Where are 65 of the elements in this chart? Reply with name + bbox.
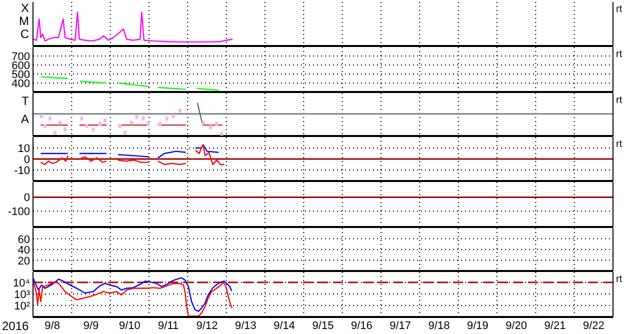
x-tick-label: 9/9 xyxy=(83,320,99,332)
y-tick-label: 0 xyxy=(24,154,30,166)
point xyxy=(220,132,224,136)
point xyxy=(54,130,57,135)
text: A xyxy=(20,112,29,126)
x-tick-label: 9/14 xyxy=(274,320,296,332)
x-tick-label: 9/22 xyxy=(582,320,604,332)
point xyxy=(118,124,122,128)
text: M xyxy=(19,14,29,28)
point xyxy=(80,116,84,120)
x-tick-label: 9/13 xyxy=(234,320,256,332)
point xyxy=(58,120,62,125)
text: rt xyxy=(616,139,622,150)
x-tick-label: 9/12 xyxy=(196,320,218,332)
point xyxy=(124,130,127,135)
point xyxy=(172,114,175,118)
point xyxy=(92,127,95,132)
x-tick-label: 9/15 xyxy=(312,320,334,332)
point xyxy=(130,120,134,125)
text: rt xyxy=(616,95,622,106)
y-tick-label: -10 xyxy=(14,165,30,177)
point xyxy=(202,120,206,125)
text: rt xyxy=(616,274,622,285)
point xyxy=(85,124,88,128)
text: X xyxy=(20,1,29,15)
point xyxy=(64,127,67,132)
text: T xyxy=(22,94,29,108)
point xyxy=(165,116,168,120)
y-tick-label: 400 xyxy=(12,78,30,90)
point xyxy=(142,116,145,120)
point xyxy=(178,108,182,113)
point xyxy=(40,114,44,118)
x-tick-label: 9/10 xyxy=(118,320,140,332)
point xyxy=(135,115,138,120)
text: rt xyxy=(616,49,622,60)
x-axis-title: 2016 xyxy=(2,319,29,333)
text: rt xyxy=(616,4,622,15)
y-tick-label: 10⁴ xyxy=(13,277,30,290)
point xyxy=(43,124,46,128)
x-tick-label: 9/17 xyxy=(390,320,412,332)
x-tick-label: 9/11 xyxy=(158,320,179,332)
y-tick-label: 20 xyxy=(18,255,30,268)
point xyxy=(146,122,150,126)
line-series xyxy=(33,277,232,312)
y-tick-label: 0 xyxy=(24,192,30,204)
point xyxy=(215,122,218,126)
point xyxy=(98,122,102,126)
y-tick-label: 10³ xyxy=(14,288,30,301)
text: C xyxy=(20,27,29,41)
point xyxy=(208,125,212,130)
x-tick-label: 9/20 xyxy=(506,320,528,332)
point xyxy=(103,118,106,122)
x-tick-label: 9/19 xyxy=(466,320,488,332)
x-tick-label: 9/18 xyxy=(428,320,450,332)
y-tick-label: 40 xyxy=(18,244,30,256)
x-tick-label: 9/8 xyxy=(44,320,60,332)
point xyxy=(48,116,52,120)
x-tick-label: 9/16 xyxy=(350,320,372,332)
y-tick-label: -100 xyxy=(8,206,30,218)
line-series xyxy=(33,281,233,317)
y-tick-label: 10² xyxy=(14,300,30,312)
x-tick-label: 9/21 xyxy=(544,320,566,332)
point xyxy=(158,122,162,126)
y-tick-label: 60 xyxy=(18,234,30,246)
y-tick-label: 10 xyxy=(18,143,30,155)
